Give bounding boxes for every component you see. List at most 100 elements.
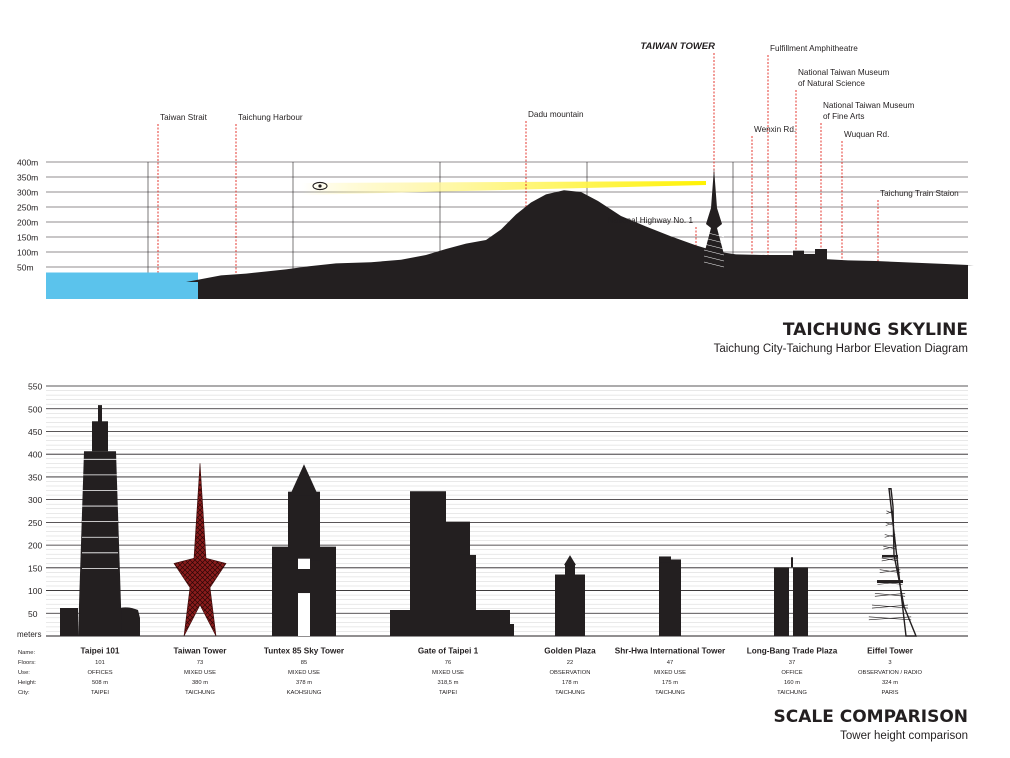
tower-cities-label: TAICHUNG <box>555 690 585 696</box>
city-building <box>798 253 815 283</box>
city-building <box>726 258 738 283</box>
tower-uses-label: OBSERVATION / RADIO <box>858 670 923 676</box>
city-building <box>815 249 827 283</box>
tower-silhouette <box>60 405 140 636</box>
city-building <box>758 257 770 283</box>
landmark-label: TAIWAN TOWER <box>640 41 715 52</box>
tower-floors-label: 22 <box>567 660 573 666</box>
tower-uses-label: MIXED USE <box>654 670 686 676</box>
tower-crown <box>290 464 318 496</box>
tower-crown <box>565 563 575 577</box>
tower-silhouette <box>868 488 918 637</box>
taiwan-tower-lattice <box>703 261 725 268</box>
tower-silhouette <box>774 557 808 636</box>
skyline-subtitle: Taichung City-Taichung Harbor Elevation … <box>714 343 968 355</box>
landmark-label: Dadu mountain <box>528 110 584 119</box>
scale-y-tick-label: 250 <box>28 518 42 528</box>
scale-y-tick-label: 300 <box>28 495 42 505</box>
eiffel-lattice <box>868 616 912 621</box>
eye-icon <box>312 181 328 191</box>
tower-height-labels-label: 160 m <box>784 680 800 686</box>
table-row-header: Name: <box>18 650 35 656</box>
tower-height-labels-label: 324 m <box>882 680 898 686</box>
landmark-label: Taiwan Strait <box>160 113 208 122</box>
terrain-foundation <box>46 282 968 299</box>
landmark-label: Taichung Train Staion <box>880 189 959 198</box>
taiwan-tower-lattice <box>703 255 725 262</box>
skyline-sightline-beam <box>302 181 706 195</box>
skyline-sightline <box>302 181 706 195</box>
scale-y-tick-label: 100 <box>28 586 42 596</box>
tower-name-label: Shr-Hwa International Tower <box>615 647 726 656</box>
tower-uses-label: OFFICE <box>781 670 802 676</box>
tower-shaft <box>78 451 122 636</box>
landmark-label: Wuquan Rd. <box>844 130 889 139</box>
city-building <box>832 260 848 283</box>
tower-height-labels-label: 178 m <box>562 680 578 686</box>
tower-name-label: Gate of Taipei 1 <box>418 647 479 656</box>
eiffel-lattice <box>881 557 899 562</box>
taichung-skyline-chart: 50m 100m 150m 200m 250m 300m 350m 400m Taiwan S… <box>17 41 974 355</box>
scale-y-tick-label: 500 <box>28 404 42 414</box>
tower-base-podium <box>60 608 78 636</box>
table-row-header: Use: <box>18 670 30 676</box>
tower-body <box>410 491 446 636</box>
table-row-header: Floors: <box>18 660 36 666</box>
tower-silhouette <box>555 555 585 636</box>
eiffel-lattice <box>879 569 901 574</box>
tower-floors-label: 85 <box>301 660 307 666</box>
tower-central <box>288 491 320 561</box>
tower-floors-label: 101 <box>95 660 105 666</box>
scale-subtitle: Tower height comparison <box>840 730 968 742</box>
tower-floors-label: 73 <box>197 660 203 666</box>
tower-name-label: Long-Bang Trade Plaza <box>747 647 838 656</box>
eiffel-platform <box>877 580 903 584</box>
landmark-label: Wenxin Rd. <box>754 125 796 134</box>
scale-silhouettes <box>60 405 918 637</box>
scale-info-table: Name: Floors: Use: Height: City: Taipei 101 10… <box>18 647 923 697</box>
eiffel-lattice <box>883 545 897 550</box>
taiwan-tower-body <box>702 168 726 262</box>
tower-crown <box>659 556 671 563</box>
eiffel-lattice <box>886 510 894 515</box>
tower-uses-label: OFFICES <box>87 670 112 676</box>
skyline-y-tick-label: 300m <box>17 188 38 198</box>
tower-body-left <box>774 567 789 636</box>
landmark-label: National Highway No. 1 <box>607 216 693 225</box>
tower-name-label: Tuntex 85 Sky Tower <box>264 647 345 656</box>
scale-y-tick-label: 400 <box>28 450 42 460</box>
terrain-silhouette <box>46 190 974 299</box>
tower-height-labels-label: 380 m <box>192 680 208 686</box>
tower-uses-label: MIXED USE <box>288 670 320 676</box>
skyline-y-tick-label: 150m <box>17 233 38 243</box>
tower-height-labels-label: 318,5 m <box>438 680 459 686</box>
tower-name-label: Taipei 101 <box>81 647 120 656</box>
tower-annex <box>504 624 514 636</box>
scale-y-tick-label: 450 <box>28 427 42 437</box>
landmark-label: Fulfillment Amphitheatre <box>770 44 858 53</box>
sea-foreground <box>46 282 198 299</box>
tower-cities-label: TAICHUNG <box>777 690 807 696</box>
landmark-label: National Taiwan Museum of Fine Arts <box>823 101 914 121</box>
skyline-y-tick-label: 50m <box>17 263 34 273</box>
scale-y-axis: 50 100 150 200 250 300 350 400 450 500 550 <box>28 382 42 619</box>
tower-cities-label: TAIPEI <box>91 690 109 696</box>
tower-floors-label: 47 <box>667 660 673 666</box>
eiffel-platform <box>882 555 898 558</box>
tower-window <box>298 558 310 569</box>
city-building <box>770 258 792 283</box>
taiwan-tower-silhouette <box>702 168 726 268</box>
tower-silhouette <box>390 491 514 636</box>
tower-body-3 <box>460 554 476 636</box>
tower-uses-label: OBSERVATION <box>550 670 591 676</box>
landmark-label: National Taiwan Museum of Natural Science <box>798 68 889 88</box>
eiffel-lattice <box>884 534 896 538</box>
eye-icon-pupil <box>318 184 322 188</box>
tower-uses-label: MIXED USE <box>184 670 216 676</box>
tower-body-right <box>793 567 808 636</box>
skyline-y-tick-label: 250m <box>17 203 38 213</box>
tower-silhouette <box>272 464 336 636</box>
skyline-title: TAICHUNG SKYLINE <box>783 320 968 340</box>
